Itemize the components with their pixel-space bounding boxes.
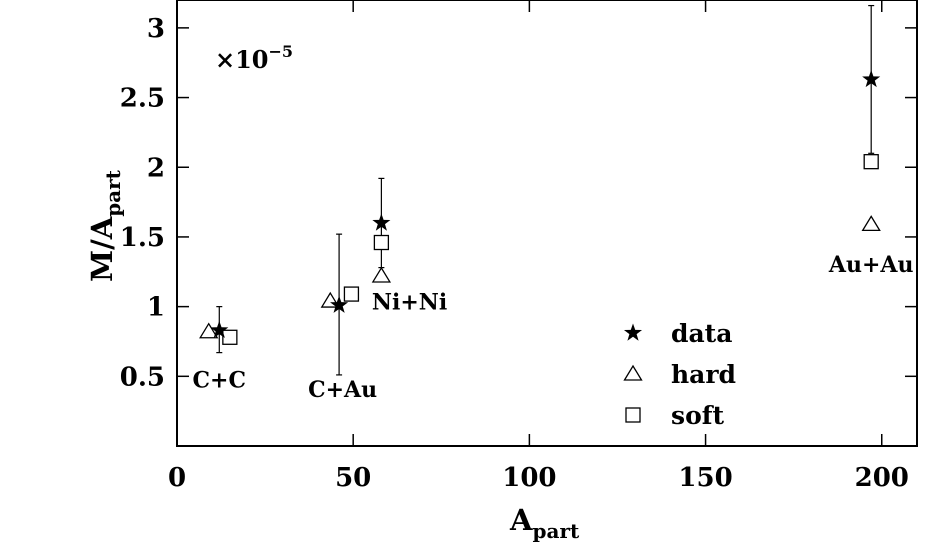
soft-point [863,154,879,170]
x-tick-label: 150 [678,463,732,493]
hard-point [861,215,881,232]
data-point [372,213,391,231]
hard-point [199,322,219,339]
annotation-label: Ni+Ni [372,289,447,315]
legend-label-hard: hard [671,360,736,389]
x-axis-label-sub: part [533,519,580,542]
x-tick-label: 200 [855,463,909,493]
error-bars [216,4,875,376]
data-markers [199,69,881,345]
data-point [210,320,229,338]
plot-frame [176,0,918,447]
y-multiplier-exponent: −5 [269,42,294,61]
y-multiplier: ×10−5 [215,42,293,74]
hard-point [371,266,392,283]
legend-label-data: data [671,319,732,348]
annotation-label: C+Au [308,377,377,403]
x-axis-label: Apart [509,503,580,542]
legend-marker-soft [625,407,641,423]
y-axis-label: M/Apart [85,169,125,282]
annotation-label: Au+Au [828,252,914,278]
data-point [330,295,349,313]
annotations: C+C C+Au Ni+Ni Au+Au [193,252,914,403]
legend: data hard soft [623,319,736,430]
x-tick-label: 50 [335,463,371,493]
y-tick-label: 2 [147,153,165,183]
y-axis-label-sub: part [101,169,125,216]
soft-point [373,234,390,251]
y-tick-label: 3 [147,14,165,44]
y-tick-label: 1 [147,293,165,323]
legend-marker-data [623,323,643,341]
x-tick-label: 0 [168,463,186,493]
y-tick-label: 2.5 [120,84,165,114]
soft-point [222,329,238,345]
y-tick-label: 1.5 [120,223,165,253]
annotation-label: C+C [193,367,246,393]
y-tick-label: 0.5 [120,362,165,392]
axis-ticks: 0 50 100 150 200 0.5 1 1.5 2 2.5 3 [120,0,917,493]
data-point [862,69,881,88]
soft-point [343,286,360,302]
x-tick-label: 100 [502,463,556,493]
legend-label-soft: soft [671,401,725,430]
legend-marker-hard [623,364,643,381]
